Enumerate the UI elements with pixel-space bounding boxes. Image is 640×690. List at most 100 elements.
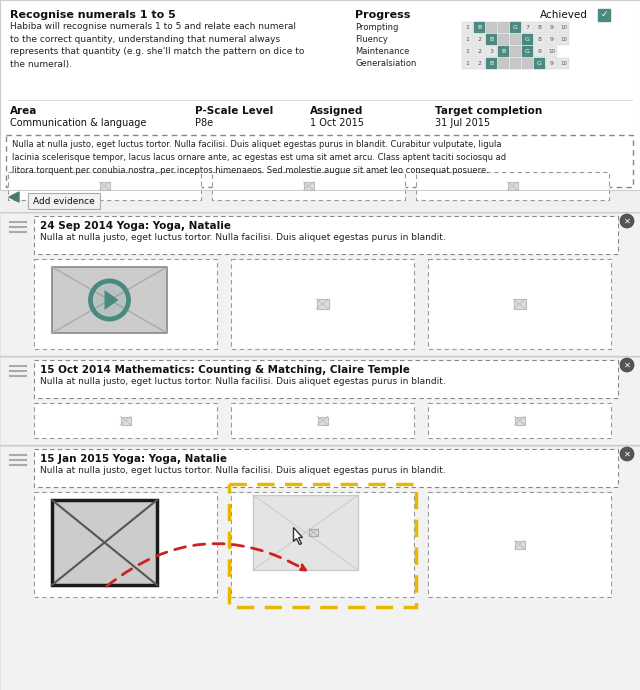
Text: Fluency: Fluency [355,35,388,44]
Bar [462,46,473,57]
Text: Add evidence: Add evidence [33,197,95,206]
Text: ✕: ✕ [623,217,630,226]
Bar [498,34,509,45]
Bar [474,46,485,57]
Bar [6,135,633,187]
Text: B: B [477,25,482,30]
Text: 3: 3 [490,49,493,54]
Bar [0,357,640,445]
Bar [34,492,217,597]
Bar [522,34,533,45]
Text: P-Scale Level: P-Scale Level [195,106,273,116]
Bar [474,22,485,33]
Text: B: B [501,49,506,54]
Bar [428,403,611,438]
Bar [303,182,314,190]
Text: G: G [525,49,530,54]
Text: 2: 2 [477,37,481,42]
Bar [522,46,533,57]
Bar [34,449,618,487]
Text: 7: 7 [525,25,529,30]
Text: 9: 9 [538,49,541,54]
Bar [508,182,518,190]
Polygon shape [104,290,118,310]
Text: Achieved: Achieved [540,10,588,20]
Bar [317,299,328,309]
Bar [546,22,557,33]
Text: Generalsiation: Generalsiation [355,59,417,68]
Bar [486,58,497,69]
Bar [462,22,473,33]
Text: Nulla at nulla justo, eget luctus tortor. Nulla facilisi. Duis aliquet egestas p: Nulla at nulla justo, eget luctus tortor… [40,233,445,242]
Bar [28,193,100,209]
Bar [231,492,414,597]
Bar [534,46,545,57]
Text: G: G [525,37,530,42]
Bar [34,403,217,438]
Bar [0,0,640,190]
Polygon shape [9,192,19,202]
Text: Nulla at nulla justo, eget luctus tortor. Nulla facilisi. Duis aliquet egestas p: Nulla at nulla justo, eget luctus tortor… [12,140,506,175]
Bar [0,213,640,356]
Circle shape [620,358,634,372]
Polygon shape [294,527,303,544]
Bar [486,46,497,57]
Text: ✕: ✕ [623,360,630,370]
Bar [212,172,405,200]
Bar [510,58,521,69]
Text: 9: 9 [550,37,554,42]
Circle shape [620,214,634,228]
Text: 9: 9 [550,61,554,66]
Text: 8: 8 [538,37,541,42]
Bar [510,34,521,45]
Text: Nulla at nulla justo, eget luctus tortor. Nulla facilisi. Duis aliquet egestas p: Nulla at nulla justo, eget luctus tortor… [40,377,445,386]
Text: B: B [490,37,493,42]
Text: 8: 8 [538,25,541,30]
Text: Area: Area [10,106,37,116]
Text: ✓: ✓ [600,10,608,19]
Text: 2: 2 [477,49,481,54]
Text: Progress: Progress [355,10,410,20]
Bar [522,58,533,69]
Text: Communication & language: Communication & language [10,118,147,128]
Bar [462,34,473,45]
Bar [534,22,545,33]
Bar [34,216,618,254]
Bar [231,403,414,438]
Bar [510,22,521,33]
Bar [52,500,157,585]
Text: B: B [490,61,493,66]
Bar [498,22,509,33]
Bar [34,360,618,398]
Text: 1: 1 [465,49,469,54]
Bar [498,46,509,57]
Bar [52,267,167,333]
Text: 31 Jul 2015: 31 Jul 2015 [435,118,490,128]
Bar [462,58,473,69]
Bar [513,299,525,309]
Bar [34,259,217,349]
Text: Assigned: Assigned [310,106,364,116]
Bar [474,34,485,45]
Bar [309,529,318,536]
Text: 1: 1 [465,25,469,30]
Bar [229,484,416,607]
Bar [546,58,557,69]
Bar [231,259,414,349]
Bar [428,492,611,597]
Bar [534,58,545,69]
Text: 15 Jan 2015 Yoga: Yoga, Natalie: 15 Jan 2015 Yoga: Yoga, Natalie [40,454,227,464]
Bar [0,190,640,191]
Text: Recognise numerals 1 to 5: Recognise numerals 1 to 5 [10,10,176,20]
Text: Prompting: Prompting [355,23,398,32]
Text: P8e: P8e [195,118,213,128]
Text: 9: 9 [550,25,554,30]
Bar [598,9,610,21]
Text: Maintenance: Maintenance [355,48,410,57]
Bar [515,417,525,424]
Bar [558,22,569,33]
Text: 10: 10 [560,37,567,42]
Circle shape [620,447,634,461]
Bar [546,34,557,45]
Bar [486,22,497,33]
